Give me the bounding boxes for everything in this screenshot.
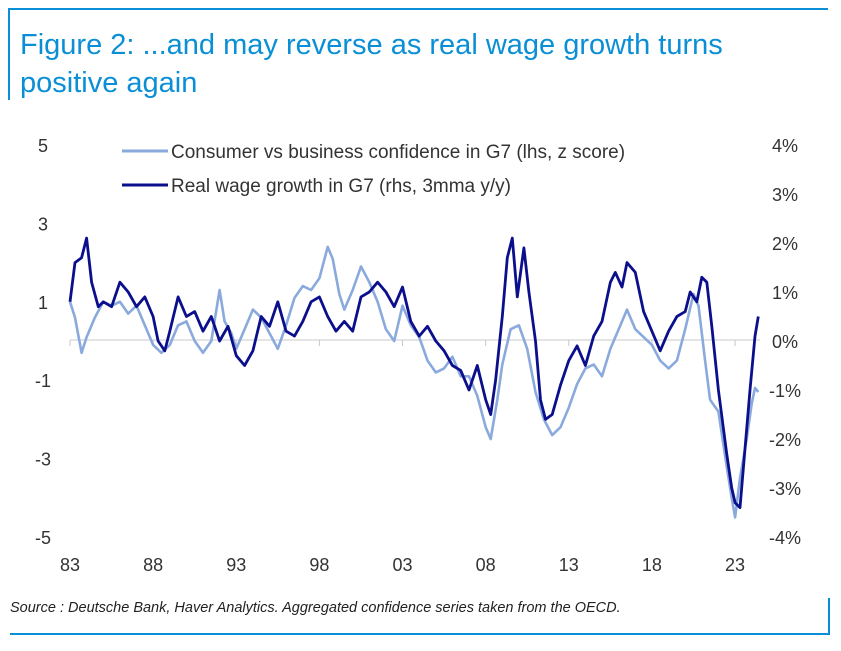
series-line-confidence	[68, 245, 760, 519]
x-tick-label: 93	[226, 555, 246, 575]
source-note: Source : Deutsche Bank, Haver Analytics.…	[10, 600, 621, 616]
x-tick-label: 83	[60, 555, 80, 575]
y-left-tick-label: -5	[35, 528, 51, 548]
x-tick-label: 08	[476, 555, 496, 575]
y-right-tick-label: -2%	[769, 430, 801, 450]
y-left-tick-label: 3	[38, 214, 48, 234]
x-tick-label: 03	[393, 555, 413, 575]
frame-top-rule	[8, 8, 828, 10]
frame-bottom-rule	[10, 633, 830, 635]
left-axis-ticks: 5 3 1 -1 -3 -5	[35, 136, 51, 548]
y-right-tick-label: 0%	[772, 332, 798, 352]
y-left-tick-label: 5	[38, 136, 48, 156]
x-tick-label: 23	[725, 555, 745, 575]
line-chart: 5 3 1 -1 -3 -5 4% 3% 2% 1% 0% -1% -2% -3% -4% 83 88 93 9…	[35, 136, 801, 575]
chart-legend: Consumer vs business confidence in G7 (l…	[122, 142, 625, 197]
y-right-tick-label: -3%	[769, 479, 801, 499]
y-left-tick-label: 1	[38, 293, 48, 313]
y-right-tick-label: 3%	[772, 185, 798, 205]
x-tick-label: 13	[559, 555, 579, 575]
y-right-tick-label: 1%	[772, 283, 798, 303]
y-left-tick-label: -3	[35, 450, 51, 470]
x-axis-ticks: 83 88 93 98 03 08 13 18 23	[60, 555, 745, 575]
legend-label-real-wage: Real wage growth in G7 (rhs, 3mma y/y)	[171, 176, 511, 197]
x-tick-label: 18	[642, 555, 662, 575]
y-left-tick-label: -1	[35, 371, 51, 391]
x-tick-label: 88	[143, 555, 163, 575]
y-right-tick-label: -1%	[769, 381, 801, 401]
frame-left-rule	[8, 8, 10, 100]
series-line-real-wage	[68, 236, 760, 509]
x-tick-label: 98	[309, 555, 329, 575]
series-layer	[68, 236, 760, 519]
y-right-tick-label: 2%	[772, 234, 798, 254]
frame-right-rule	[828, 598, 830, 635]
legend-label-confidence: Consumer vs business confidence in G7 (l…	[171, 142, 625, 163]
y-right-tick-label: 4%	[772, 136, 798, 156]
right-axis-ticks: 4% 3% 2% 1% 0% -1% -2% -3% -4%	[769, 136, 801, 548]
y-right-tick-label: -4%	[769, 528, 801, 548]
figure-title: Figure 2: ...and may reverse as real wag…	[20, 29, 723, 99]
